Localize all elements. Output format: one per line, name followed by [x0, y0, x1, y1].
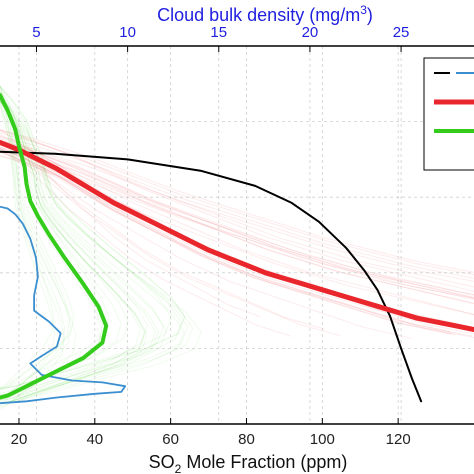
- x-tick-label: 60: [162, 431, 179, 448]
- series-line-blue: [0, 205, 126, 405]
- ensemble-trace-red: [0, 140, 474, 298]
- ensemble-trace-red: [0, 140, 474, 296]
- ensemble-trace-red: [0, 141, 325, 330]
- x-tick-label: 100: [310, 431, 335, 448]
- legend: [423, 57, 474, 171]
- series-line-green: [0, 93, 109, 400]
- ensemble-trace-red: [0, 146, 455, 335]
- ensemble-trace-green: [0, 85, 186, 390]
- ensemble-trace-red: [0, 144, 451, 333]
- ensemble-trace-red: [0, 142, 474, 304]
- ensemble-trace-red: [0, 151, 474, 339]
- series-lines: [0, 93, 474, 405]
- ensemble-trace-red: [0, 146, 452, 335]
- x-tick-label: 40: [86, 431, 103, 448]
- ensemble-trace-green: [0, 97, 194, 401]
- ensemble-trace-green: [0, 85, 186, 389]
- x2-axis-label-rest: ): [367, 5, 373, 25]
- ensemble-trace-red: [0, 130, 474, 288]
- ensemble-trace-green: [0, 85, 75, 389]
- ensemble-trace-green: [0, 94, 148, 398]
- ensemble-trace-red: [0, 132, 474, 276]
- ensemble-trace-red: [0, 129, 474, 292]
- ensemble-trace-red: [0, 137, 474, 299]
- x-axis-label-main: SO: [149, 452, 175, 472]
- ensemble-trace-green: [0, 87, 71, 391]
- grid: [0, 46, 474, 424]
- x-tick-label: 80: [238, 431, 255, 448]
- x2-tick-label: 15: [210, 24, 227, 41]
- legend-box: [423, 57, 474, 171]
- ensemble-trace-green: [0, 91, 182, 395]
- ensemble-traces: [0, 85, 474, 410]
- ensemble-trace-red: [0, 147, 474, 296]
- x-tick-label: 20: [11, 431, 28, 448]
- plot-frame: [0, 45, 474, 425]
- ensemble-trace-red: [0, 129, 474, 273]
- x-axis-label: SO2 Mole Fraction (ppm): [149, 452, 348, 474]
- ensemble-trace-green: [0, 86, 172, 390]
- series-line-black: [0, 150, 423, 403]
- x-tick-label: 120: [386, 431, 411, 448]
- ensemble-trace-red: [0, 148, 341, 337]
- ensemble-trace-red: [0, 141, 474, 316]
- x2-axis-label: Cloud bulk density (mg/m3): [157, 3, 373, 25]
- ensemble-trace-red: [0, 140, 474, 282]
- series-line-red: [0, 139, 474, 332]
- x2-tick-label: 5: [32, 24, 40, 41]
- ensemble-trace-red: [0, 139, 474, 305]
- x2-tick-label: 10: [119, 24, 136, 41]
- axes: 20 40 60 80 100 120 5 10 15 20 25 SO2 Mole Fraction…: [11, 3, 411, 474]
- ensemble-trace-green: [0, 95, 189, 399]
- x2-axis-label-sup: 3: [360, 3, 367, 17]
- ensemble-trace-green: [0, 102, 148, 407]
- ensemble-trace-red: [0, 148, 292, 337]
- x-axis-label-sub: 2: [175, 462, 182, 474]
- ensemble-trace-green: [0, 106, 65, 410]
- x2-axis-label-main: Cloud bulk density (mg/m: [157, 5, 360, 25]
- ensemble-trace-red: [0, 150, 412, 339]
- ensemble-trace-red: [0, 148, 473, 337]
- ensemble-trace-green: [0, 101, 202, 405]
- ensemble-trace-red: [0, 136, 474, 279]
- x2-tick-label: 20: [302, 24, 319, 41]
- ensemble-trace-red: [0, 149, 474, 300]
- ensemble-trace-red: [0, 148, 474, 335]
- ensemble-trace-red: [0, 129, 261, 318]
- ensemble-trace-green: [0, 95, 164, 399]
- x2-tick-label: 25: [393, 24, 410, 41]
- x-axis-label-rest: Mole Fraction (ppm): [181, 452, 347, 472]
- ensemble-trace-green: [0, 104, 77, 408]
